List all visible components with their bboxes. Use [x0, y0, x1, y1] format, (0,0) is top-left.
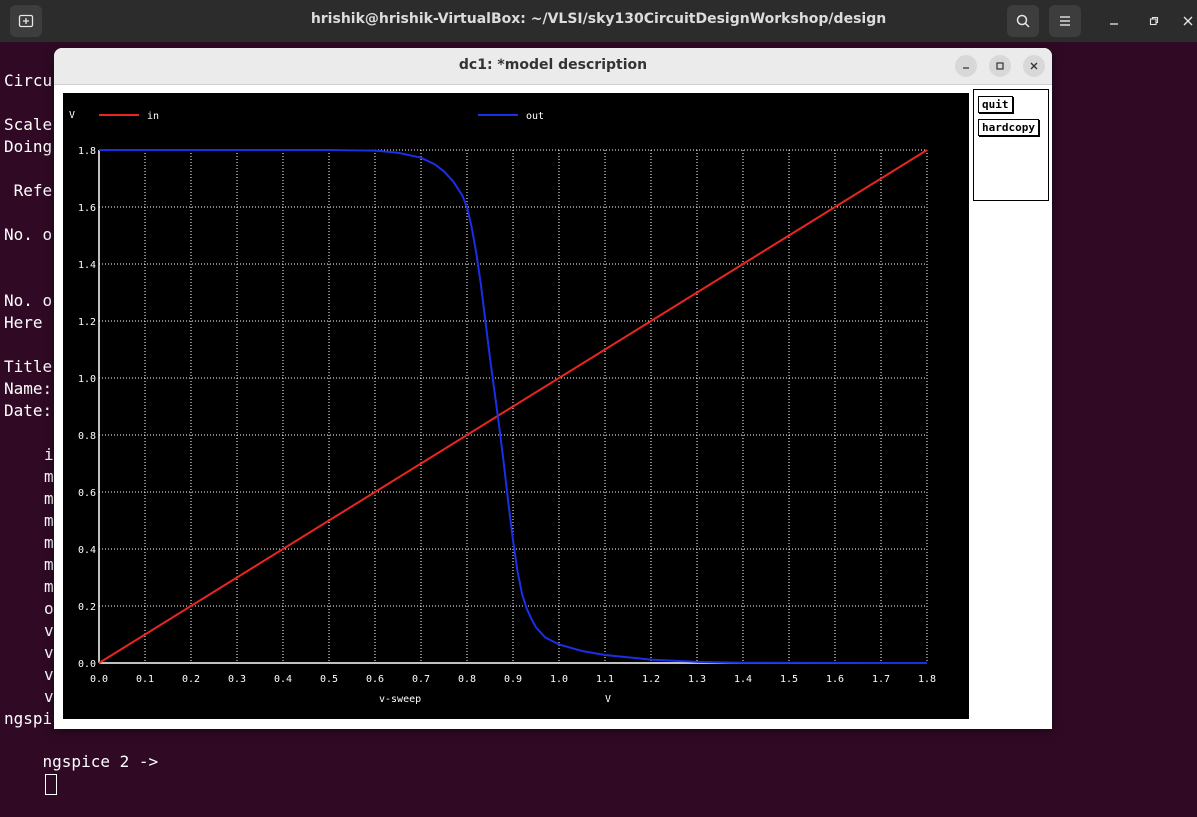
y-tick-label: 1.0	[78, 374, 96, 385]
y-tick-label: 0.8	[78, 431, 96, 442]
terminal-line: Here	[4, 313, 43, 332]
close-button[interactable]	[1175, 8, 1197, 34]
terminal-line: Name:	[4, 379, 53, 398]
chart-series	[98, 149, 928, 664]
minimize-icon	[1110, 23, 1118, 25]
x-tick-label: 0.5	[320, 674, 338, 685]
plot-canvas[interactable]: 0.0 0.1 0.2 0.3 0.4 0.5 0.6 0.7 0.8 0.9 1.0 1.1 1.2 1…	[63, 93, 969, 719]
new-tab-button[interactable]	[10, 5, 42, 37]
x-tick-label: 1.1	[596, 674, 614, 685]
plot-close-button[interactable]	[1023, 55, 1045, 77]
series-line-in	[98, 149, 928, 664]
legend-label-out: out	[526, 111, 544, 122]
x-axis-label: v-sweep	[379, 694, 421, 705]
x-tick-label: 1.3	[688, 674, 706, 685]
terminal-line: v	[44, 643, 54, 662]
terminal-title: hrishik@hrishik-VirtualBox: ~/VLSI/sky13…	[310, 11, 887, 27]
terminal-line: m	[44, 511, 54, 530]
y-tick-label: 1.6	[78, 203, 96, 214]
terminal-line: v	[44, 687, 54, 706]
hardcopy-button[interactable]: hardcopy	[978, 119, 1039, 136]
plot-button-panel: quit hardcopy	[973, 89, 1049, 201]
terminal-line: Circu	[4, 71, 53, 90]
terminal-prompt: ngspice 2 ->	[42, 752, 159, 771]
terminal-line: m	[44, 555, 54, 574]
terminal-line: v	[44, 621, 54, 640]
terminal-line: Refe	[4, 181, 53, 200]
plot-window: dc1: *model description 0.0 0.1 0.2 0.3 0.4 0…	[54, 48, 1052, 729]
x-tick-label: 1.2	[642, 674, 660, 685]
y-tick-label: 0.0	[78, 659, 96, 670]
x-tick-label: 0.6	[366, 674, 384, 685]
x-tick-label: 1.8	[918, 674, 936, 685]
x-tick-label: 0.4	[274, 674, 292, 685]
terminal-line: No. o	[4, 225, 53, 244]
y-tick-label: 1.4	[78, 260, 96, 271]
x-tick-label: 1.6	[826, 674, 844, 685]
restore-icon	[1149, 16, 1159, 26]
x-tick-label: 0.0	[90, 674, 108, 685]
x-tick-label: 1.0	[550, 674, 568, 685]
search-icon	[1016, 14, 1030, 28]
terminal-line: Doing	[4, 137, 53, 156]
terminal-line: Title	[4, 357, 53, 376]
menu-button[interactable]	[1049, 5, 1081, 37]
quit-button[interactable]: quit	[978, 96, 1013, 113]
terminal-line: Date:	[4, 401, 53, 420]
terminal-line: v	[44, 665, 54, 684]
text-cursor	[44, 774, 57, 795]
terminal-line: i	[44, 445, 54, 464]
restore-button[interactable]	[1141, 8, 1167, 34]
terminal-line: Scale	[4, 115, 53, 134]
terminal-line: ngspi	[4, 709, 53, 728]
y-tick-label: 0.6	[78, 488, 96, 499]
x-tick-label: 0.8	[458, 674, 476, 685]
hamburger-menu-icon	[1060, 16, 1070, 26]
x-tick-label: 0.3	[228, 674, 246, 685]
series-line-out	[99, 149, 928, 664]
terminal-titlebar: hrishik@hrishik-VirtualBox: ~/VLSI/sky13…	[0, 0, 1197, 42]
y-tick-label: 0.2	[78, 602, 96, 613]
legend-label-in: in	[147, 111, 159, 122]
plot-maximize-button[interactable]	[989, 55, 1011, 77]
plot-window-titlebar[interactable]: dc1: *model description	[54, 48, 1052, 85]
maximize-icon	[996, 62, 1004, 70]
plot-window-title: dc1: *model description	[458, 57, 648, 73]
terminal-line: m	[44, 533, 54, 552]
y-tick-label: 0.4	[78, 545, 96, 556]
plot-minimize-button[interactable]	[955, 55, 977, 77]
y-unit-label: V	[69, 110, 75, 121]
x-tick-label: 1.4	[734, 674, 752, 685]
new-tab-icon	[18, 14, 34, 28]
x-tick-label: 1.7	[872, 674, 890, 685]
close-icon	[1030, 62, 1038, 70]
minimize-icon	[963, 67, 969, 69]
x-tick-label: 0.9	[504, 674, 522, 685]
x-tick-label: 0.2	[182, 674, 200, 685]
close-icon	[1183, 16, 1193, 26]
chart-legend: in out	[99, 111, 544, 122]
x-unit-label: V	[605, 694, 611, 705]
terminal-line: m	[44, 577, 54, 596]
terminal-line: No. o	[4, 291, 53, 310]
dc-sweep-chart: 0.0 0.1 0.2 0.3 0.4 0.5 0.6 0.7 0.8 0.9 1.0 1.1 1.2 1…	[69, 110, 936, 705]
terminal-line: m	[44, 489, 54, 508]
y-tick-label: 1.8	[78, 146, 96, 157]
terminal-prompt-line[interactable]: ngspice 2 ->	[4, 729, 158, 817]
minimize-button[interactable]	[1101, 8, 1127, 34]
x-tick-labels: 0.0 0.1 0.2 0.3 0.4 0.5 0.6 0.7 0.8 0.9 1.0 1.1 1.2 1…	[90, 674, 936, 685]
x-tick-label: 0.7	[412, 674, 430, 685]
x-tick-label: 0.1	[136, 674, 154, 685]
search-button[interactable]	[1007, 5, 1039, 37]
terminal-line: m	[44, 467, 54, 486]
y-tick-labels: 0.0 0.2 0.4 0.6 0.8 1.0 1.2 1.4 1.6 1.8	[78, 146, 96, 670]
y-tick-label: 1.2	[78, 317, 96, 328]
x-tick-label: 1.5	[780, 674, 798, 685]
terminal-line: o	[44, 599, 54, 618]
